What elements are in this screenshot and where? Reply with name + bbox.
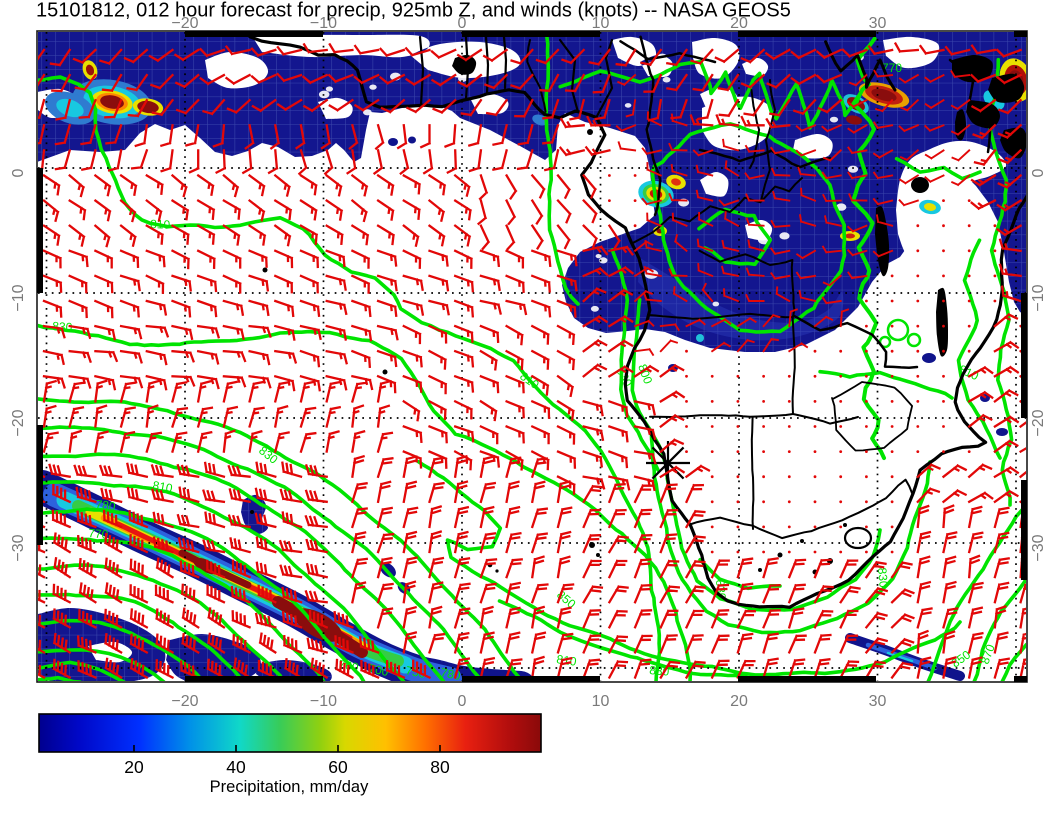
svg-text:80: 80 [430, 757, 450, 777]
svg-text:−10: −10 [1030, 284, 1047, 311]
svg-text:0: 0 [458, 15, 467, 32]
svg-text:870: 870 [978, 642, 998, 666]
svg-text:20: 20 [730, 15, 748, 32]
svg-text:−20: −20 [10, 409, 27, 436]
svg-text:−20: −20 [1030, 409, 1047, 436]
svg-text:−20: −20 [171, 693, 198, 710]
svg-text:830: 830 [649, 663, 670, 679]
svg-text:10: 10 [592, 15, 610, 32]
svg-text:−10: −10 [310, 15, 337, 32]
svg-text:60: 60 [328, 757, 348, 777]
svg-text:20: 20 [124, 757, 144, 777]
svg-text:830: 830 [875, 567, 891, 588]
svg-text:770: 770 [882, 61, 902, 75]
svg-text:30: 30 [869, 693, 887, 710]
svg-text:780: 780 [95, 497, 117, 514]
svg-text:−10: −10 [310, 693, 337, 710]
svg-text:810: 810 [150, 217, 171, 232]
svg-text:0: 0 [10, 168, 27, 177]
svg-text:800: 800 [635, 362, 655, 386]
svg-text:−20: −20 [171, 15, 198, 32]
svg-text:0: 0 [1030, 168, 1047, 177]
svg-text:770: 770 [88, 526, 109, 542]
svg-text:15101812, 012 hour forecast fo: 15101812, 012 hour forecast for precip, … [36, 0, 791, 22]
svg-text:20: 20 [730, 693, 748, 710]
svg-text:830: 830 [52, 319, 73, 334]
svg-text:Precipitation, mm/day: Precipitation, mm/day [210, 778, 369, 796]
svg-text:40: 40 [226, 757, 246, 777]
svg-text:10: 10 [592, 693, 610, 710]
svg-text:0: 0 [458, 693, 467, 710]
svg-text:−10: −10 [10, 284, 27, 311]
svg-text:810: 810 [556, 652, 578, 669]
svg-text:−30: −30 [10, 534, 27, 561]
svg-text:30: 30 [869, 15, 887, 32]
svg-text:−30: −30 [1030, 534, 1047, 561]
